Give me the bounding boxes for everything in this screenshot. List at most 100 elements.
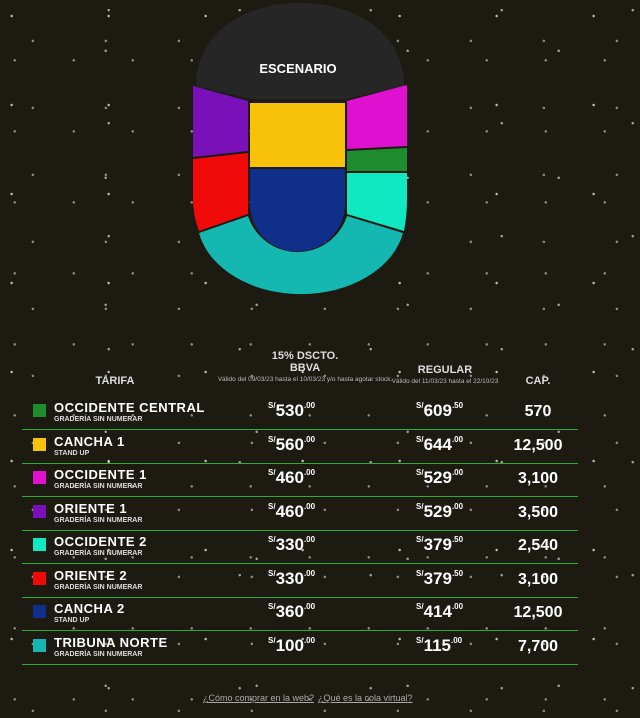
amount: 609 — [423, 401, 452, 420]
section — [250, 169, 345, 252]
capacity: 570 — [524, 403, 552, 420]
zone-subtitle: GRADERÍA SIN NUMERAR — [54, 516, 143, 524]
stage — [196, 2, 404, 99]
stage-label: ESCENARIO — [259, 61, 336, 76]
color-swatch — [33, 471, 46, 484]
capacity: 2,540 — [517, 537, 559, 554]
color-swatch — [33, 605, 46, 618]
decimals: .50 — [451, 568, 464, 578]
zone-subtitle: GRADERÍA SIN NUMERAR — [54, 483, 143, 490]
amount: 360 — [275, 602, 304, 621]
amount: 414 — [423, 602, 452, 621]
decimals: .00 — [303, 568, 316, 578]
capacity: 3,500 — [517, 503, 559, 521]
currency: S/ — [268, 568, 276, 578]
capacity: 7,700 — [517, 637, 559, 655]
capacity: 3,100 — [517, 470, 559, 487]
section — [193, 86, 248, 157]
price: S/560.00 — [268, 435, 315, 455]
price: S/414.00 — [416, 602, 463, 622]
help-link[interactable]: ¿Qué es la cola virtual? — [318, 693, 413, 703]
zone-name: OCCIDENTE 2 — [54, 534, 147, 549]
color-swatch — [33, 538, 46, 551]
zone-name: CANCHA 1 — [54, 433, 125, 449]
amount: 379 — [423, 535, 452, 554]
zone-subtitle: GRADERÍA SIN NUMERAR — [54, 583, 143, 591]
color-swatch — [33, 638, 46, 652]
price: S/379.50 — [416, 569, 463, 589]
color-swatch — [33, 571, 46, 585]
price: S/609.50 — [416, 401, 463, 421]
section — [193, 153, 248, 231]
price: S/530.00 — [268, 401, 315, 421]
amount: 644 — [423, 434, 452, 454]
price: S/360.00 — [268, 602, 315, 622]
currency: S/ — [416, 635, 424, 645]
zone-name: OCCIDENTE 1 — [54, 467, 147, 482]
price-row: OCCIDENTE 2 GRADERÍA SIN NUMERAR S/330.00 S… — [22, 530, 578, 564]
amount: 529 — [423, 468, 452, 487]
help-link[interactable]: ¿Cómo comprar en la web? — [203, 693, 315, 703]
decimals: .00 — [303, 468, 316, 477]
amount: 460 — [275, 468, 304, 487]
header-regular: REGULAR Válido del 11/03/23 hasta el 22/… — [385, 364, 505, 385]
color-swatch — [33, 437, 46, 451]
zone-name: TRIBUNA NORTE — [54, 634, 168, 650]
decimals: .00 — [451, 434, 464, 444]
capacity: 12,500 — [513, 604, 563, 621]
amount: 560 — [275, 434, 304, 454]
currency: S/ — [268, 535, 276, 544]
header-bbva-name: BBVA — [289, 362, 321, 374]
amount: 379 — [423, 568, 452, 588]
currency: S/ — [416, 468, 424, 477]
currency: S/ — [268, 635, 276, 645]
price: S/529.00 — [416, 502, 463, 522]
capacity: 12,500 — [513, 436, 563, 454]
section — [199, 216, 403, 295]
decimals: .00 — [451, 468, 464, 477]
price: S/115.00 — [416, 636, 462, 656]
price: S/330.00 — [268, 535, 315, 555]
currency: S/ — [268, 401, 276, 410]
currency: S/ — [268, 468, 276, 477]
price-row: CANCHA 2 STAND UP S/360.00 S/414.00 12,500 — [22, 597, 578, 631]
price: S/330.00 — [268, 569, 315, 589]
decimals: .00 — [303, 434, 316, 444]
price-row: ORIENTE 1 GRADERÍA SIN NUMERAR S/460.00 S/5… — [22, 497, 578, 531]
header-bbva: 15% DSCTO. BBVA Válido del 09/03/23 hast… — [205, 350, 405, 383]
color-swatch — [33, 404, 46, 417]
currency: S/ — [416, 568, 424, 578]
header-regular-name: REGULAR — [417, 364, 473, 376]
price: S/529.00 — [416, 468, 463, 488]
price: S/379.50 — [416, 535, 463, 555]
zone-name: OCCIDENTE CENTRAL — [54, 400, 205, 415]
currency: S/ — [416, 501, 424, 511]
decimals: .00 — [303, 602, 316, 611]
decimals: .00 — [451, 602, 464, 611]
price: S/460.00 — [268, 468, 315, 488]
price-row: TRIBUNA NORTE GRADERÍA SIN NUMERAR S/100.0… — [22, 631, 578, 665]
currency: S/ — [268, 434, 276, 444]
currency: S/ — [268, 602, 276, 611]
zone-name: ORIENTE 1 — [54, 500, 128, 516]
zone-subtitle: STAND UP — [54, 617, 90, 624]
currency: S/ — [268, 501, 276, 511]
currency: S/ — [416, 401, 424, 410]
zone-subtitle: GRADERÍA SIN NUMERAR — [54, 416, 143, 423]
zone-subtitle: GRADERÍA SIN NUMERAR — [54, 650, 143, 658]
zone-subtitle: GRADERÍA SIN NUMERAR — [54, 550, 143, 557]
zone-name: ORIENTE 2 — [54, 567, 128, 583]
price: S/644.00 — [416, 435, 463, 455]
zone-name: CANCHA 2 — [54, 601, 125, 616]
decimals: .50 — [451, 401, 464, 410]
price: S/100.00 — [268, 636, 315, 656]
decimals: .00 — [451, 635, 463, 645]
amount: 460 — [275, 501, 304, 521]
price: S/460.00 — [268, 502, 315, 522]
section — [347, 148, 407, 171]
amount: 330 — [275, 568, 304, 588]
currency: S/ — [416, 602, 424, 611]
price-row: CANCHA 1 STAND UP S/560.00 S/644.00 12,500 — [22, 430, 578, 464]
section — [347, 173, 407, 231]
